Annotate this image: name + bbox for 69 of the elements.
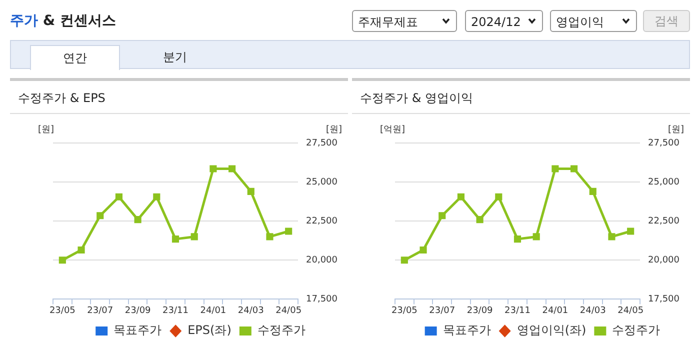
legend-label: 수정주가: [257, 323, 306, 338]
x-tick-label: 24/01: [542, 306, 568, 316]
point: [420, 246, 427, 254]
text: 2024/12: [471, 15, 521, 29]
y2-tick-label: 20,000: [306, 255, 338, 266]
text: 주가 & 컨센서스: [10, 13, 116, 29]
chart-title: 수정주가 & EPS: [18, 90, 106, 107]
point: [400, 256, 408, 264]
y2-tick-label: 22,500: [306, 216, 338, 226]
point: [78, 246, 85, 254]
x-tick-label: 23/05: [391, 306, 418, 316]
y-axis-title: [원]: [38, 124, 54, 135]
point: [608, 233, 616, 240]
point: [476, 216, 484, 224]
y2-tick-label: 17,500: [306, 294, 338, 305]
point: [532, 233, 540, 240]
y2-axis-title: [원]: [668, 124, 684, 135]
x-tick-label: 24/05: [618, 306, 644, 316]
x-tick-label: 23/05: [49, 306, 76, 316]
point: [247, 188, 254, 195]
text: 영업이익: [556, 15, 604, 29]
y2-tick-label: 17,500: [648, 294, 680, 305]
x-tick-label: 23/09: [124, 306, 152, 316]
point: [285, 228, 292, 235]
point: [552, 165, 559, 172]
y-axis-title: [억원]: [380, 124, 406, 135]
chart-title: 수정주가 & 영업이익: [360, 90, 473, 107]
point: [58, 256, 66, 264]
x-tick-label: 23/09: [466, 306, 494, 316]
point: [514, 236, 522, 243]
legend-label: 수정주가: [612, 323, 660, 338]
y2-tick-label: 25,000: [306, 177, 338, 188]
point: [438, 212, 446, 220]
y2-tick-label: 27,500: [648, 138, 680, 148]
legend-label: 목표주가: [114, 323, 162, 338]
x-tick-label: 23/07: [429, 306, 456, 316]
point: [570, 165, 578, 172]
x-tick-label: 24/03: [580, 306, 606, 316]
y2-tick-label: 22,500: [648, 216, 680, 226]
point: [627, 228, 634, 235]
x-tick-label: 23/11: [162, 306, 188, 316]
text: 분기: [162, 49, 188, 66]
x-tick-label: 24/03: [238, 306, 264, 316]
x-tick-label: 23/11: [504, 306, 530, 316]
point: [210, 165, 217, 172]
point: [172, 236, 180, 243]
y2-axis-title: [원]: [326, 124, 342, 135]
point: [115, 193, 122, 200]
point: [153, 193, 160, 200]
point: [457, 193, 464, 200]
point: [266, 233, 274, 240]
x-tick-label: 24/01: [200, 306, 226, 316]
x-tick-label: 24/05: [276, 306, 302, 316]
legend-label: 목표주가: [442, 323, 491, 338]
y2-tick-label: 20,000: [648, 255, 680, 266]
text: 주재무제표: [358, 15, 418, 29]
text: 검색: [643, 10, 690, 32]
point: [190, 233, 198, 240]
point: [228, 165, 236, 172]
point: [589, 188, 596, 195]
legend-label: 영업이익(좌): [516, 323, 586, 338]
text: 연간: [30, 45, 120, 70]
point: [96, 212, 104, 220]
x-tick-label: 23/07: [87, 306, 114, 316]
y2-tick-label: 27,500: [306, 138, 338, 148]
point: [134, 216, 142, 224]
legend-label: EPS(좌): [188, 323, 232, 338]
y2-tick-label: 25,000: [648, 177, 680, 188]
point: [495, 193, 502, 200]
